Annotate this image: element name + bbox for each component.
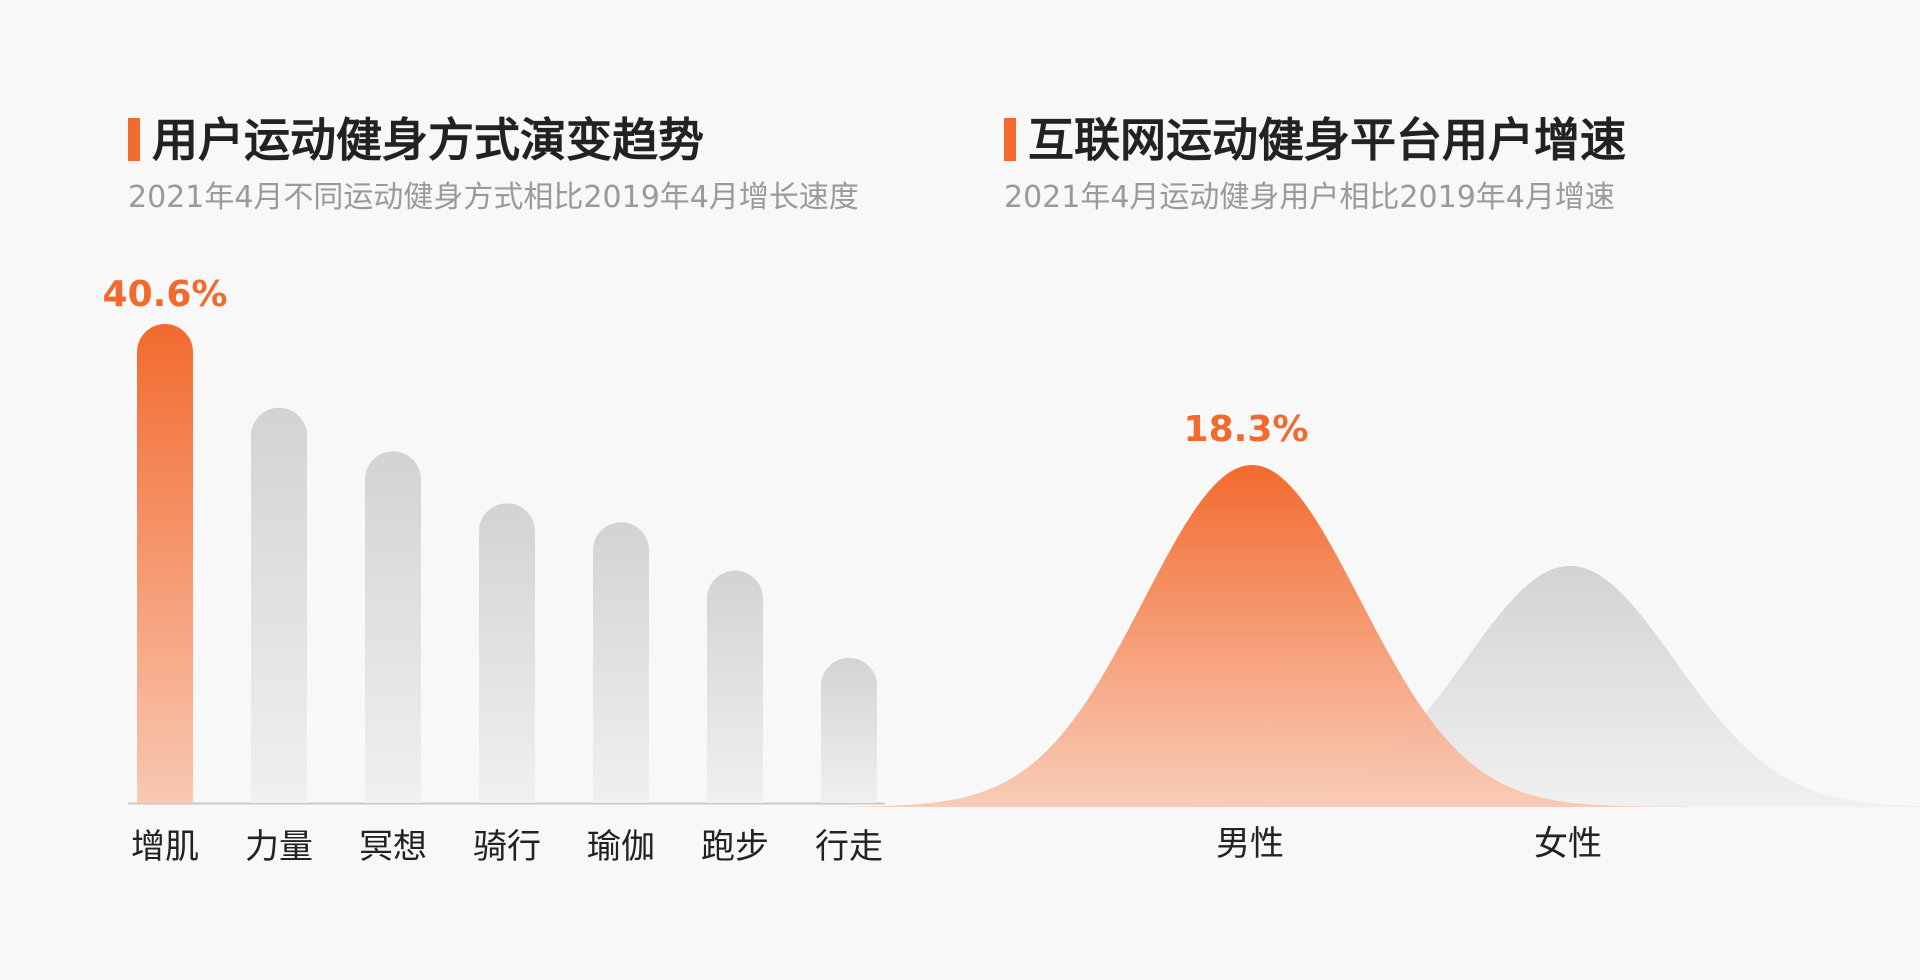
right-panel-title: 互联网运动健身平台用户增速 xyxy=(1028,113,1626,167)
right-title-accent xyxy=(1004,118,1016,161)
bar-category-label: 增肌 xyxy=(131,827,199,867)
bar-瑜伽 xyxy=(593,522,649,803)
area-category-label: 女性 xyxy=(1534,824,1602,864)
area-category-label: 男性 xyxy=(1216,824,1284,864)
bar-category-label: 力量 xyxy=(245,827,313,867)
left-panel-subtitle: 2021年4月不同运动健身方式相比2019年4月增长速度 xyxy=(128,180,859,215)
bar-category-label: 行走 xyxy=(815,827,883,867)
bar-冥想 xyxy=(365,451,421,803)
bell-chart: 男性 18.3% 女性 xyxy=(820,409,1920,864)
area-女性 xyxy=(1150,565,1920,807)
left-panel-title: 用户运动健身方式演变趋势 xyxy=(152,113,704,167)
bar-行走 xyxy=(821,657,877,803)
bar-骑行 xyxy=(479,503,535,803)
bar-力量 xyxy=(251,407,307,803)
area-男性 xyxy=(820,465,1684,807)
bar-跑步 xyxy=(707,570,763,803)
left-title-accent xyxy=(128,118,140,161)
bar-category-label: 跑步 xyxy=(701,827,769,867)
bar-category-label: 冥想 xyxy=(359,827,427,867)
bar-增肌 xyxy=(137,324,193,803)
bar-chart: 增肌 40.6% 力量 冥想 骑行 瑜伽 跑步 行走 xyxy=(103,274,885,867)
bar-category-label: 瑜伽 xyxy=(587,827,655,867)
bar-data-label: 40.6% xyxy=(103,274,228,315)
area-data-label: 18.3% xyxy=(1184,409,1309,450)
right-panel-subtitle: 2021年4月运动健身用户相比2019年4月增速 xyxy=(1004,180,1615,215)
bar-category-label: 骑行 xyxy=(473,827,541,867)
